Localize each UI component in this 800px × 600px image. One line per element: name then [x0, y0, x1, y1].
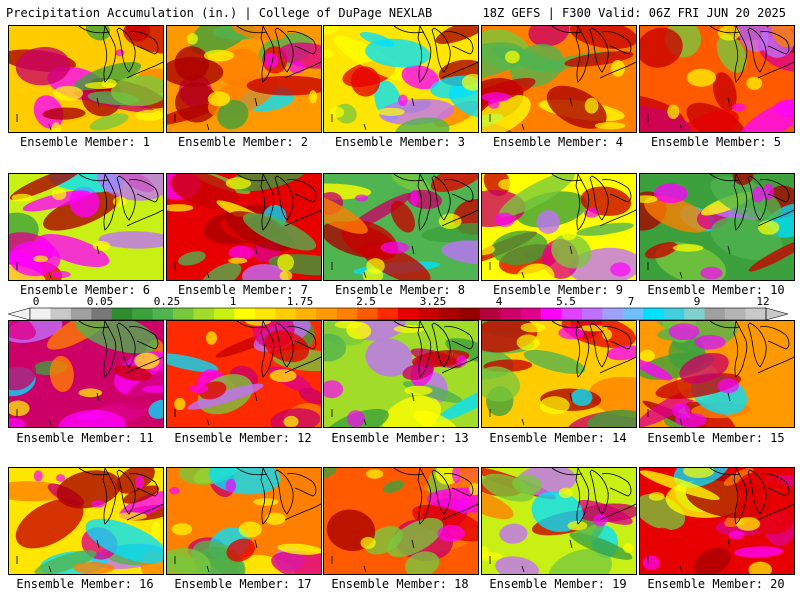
ensemble-map-18 [323, 467, 479, 575]
ensemble-member-label: Ensemble Member: 8 [334, 283, 466, 297]
ensemble-map-12 [166, 320, 322, 428]
ensemble-map-11 [8, 320, 164, 428]
ensemble-map-16 [8, 467, 164, 575]
ensemble-map-4 [481, 25, 637, 133]
ensemble-member-label: Ensemble Member: 18 [331, 577, 469, 591]
colorbar-tick-label: 1.75 [286, 295, 314, 308]
ensemble-map-7 [166, 173, 322, 281]
ensemble-map-2 [166, 25, 322, 133]
ensemble-member-label: Ensemble Member: 9 [492, 283, 624, 297]
ensemble-map-20 [639, 467, 795, 575]
ensemble-member-label: Ensemble Member: 6 [19, 283, 151, 297]
colorbar-tick-label: 7 [627, 295, 635, 308]
ensemble-member-label: Ensemble Member: 2 [177, 135, 309, 149]
ensemble-member-label: Ensemble Member: 1 [19, 135, 151, 149]
ensemble-member-label: Ensemble Member: 16 [16, 577, 154, 591]
colorbar-tick-label: 3.25 [419, 295, 447, 308]
ensemble-map-9 [481, 173, 637, 281]
colorbar-tick-label: 12 [756, 295, 770, 308]
ensemble-member-label: Ensemble Member: 11 [16, 431, 154, 445]
ensemble-member-label: Ensemble Member: 15 [647, 431, 785, 445]
ensemble-map-13 [323, 320, 479, 428]
ensemble-map-3 [323, 25, 479, 133]
ensemble-map-1 [8, 25, 164, 133]
ensemble-member-label: Ensemble Member: 20 [647, 577, 785, 591]
ensemble-member-label: Ensemble Member: 7 [177, 283, 309, 297]
ensemble-member-label: Ensemble Member: 4 [492, 135, 624, 149]
precip-colorbar [8, 307, 788, 321]
ensemble-map-19 [481, 467, 637, 575]
ensemble-map-15 [639, 320, 795, 428]
ensemble-member-label: Ensemble Member: 5 [650, 135, 782, 149]
colorbar-tick-label: 0 [32, 295, 40, 308]
ensemble-member-label: Ensemble Member: 13 [331, 431, 469, 445]
colorbar-tick-label: 1 [229, 295, 237, 308]
colorbar-tick-label: 2.5 [356, 295, 376, 308]
chart-title: Precipitation Accumulation (in.) | Colle… [6, 6, 433, 20]
ensemble-map-8 [323, 173, 479, 281]
ensemble-map-10 [639, 173, 795, 281]
ensemble-member-label: Ensemble Member: 17 [174, 577, 312, 591]
ensemble-member-label: Ensemble Member: 10 [647, 283, 785, 297]
ensemble-map-17 [166, 467, 322, 575]
colorbar-tick-label: 5.5 [556, 295, 576, 308]
ensemble-map-6 [8, 173, 164, 281]
model-run-info: 18Z GEFS | F300 Valid: 06Z FRI JUN 20 20… [482, 6, 786, 20]
ensemble-member-label: Ensemble Member: 3 [334, 135, 466, 149]
ensemble-map-5 [639, 25, 795, 133]
colorbar-tick-label: 9 [693, 295, 701, 308]
ensemble-member-label: Ensemble Member: 14 [489, 431, 627, 445]
ensemble-map-14 [481, 320, 637, 428]
ensemble-member-label: Ensemble Member: 19 [489, 577, 627, 591]
colorbar-tick-label: 4 [495, 295, 503, 308]
colorbar-tick-label: 0.25 [153, 295, 181, 308]
colorbar-tick-label: 0.05 [86, 295, 114, 308]
ensemble-member-label: Ensemble Member: 12 [174, 431, 312, 445]
